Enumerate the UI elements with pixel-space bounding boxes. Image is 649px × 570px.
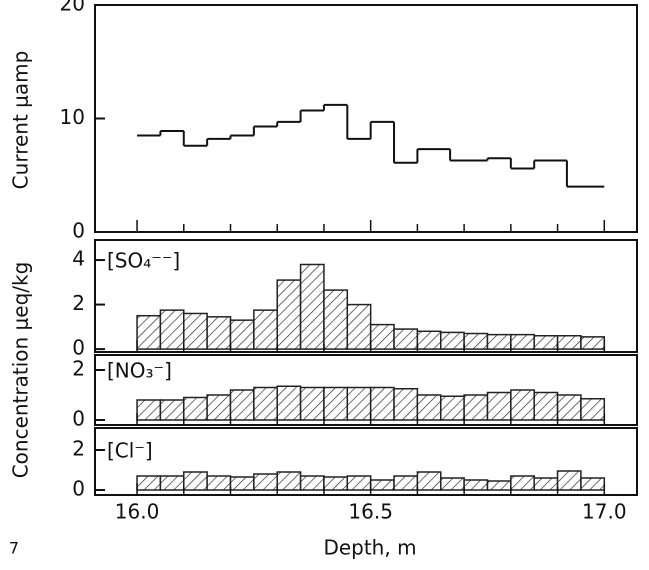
- bar: [533, 477, 559, 491]
- bar: [229, 319, 255, 350]
- bar: [229, 476, 255, 491]
- bar: [440, 331, 465, 350]
- bar: [136, 314, 162, 350]
- bar: [510, 389, 535, 421]
- bar: [580, 336, 606, 350]
- bar: [440, 395, 465, 421]
- bar: [229, 389, 255, 421]
- bar: [416, 471, 442, 491]
- x-axis-label: Depth, m: [323, 536, 416, 560]
- x-tick-label: 16.0: [115, 500, 160, 524]
- bar: [276, 471, 302, 491]
- bar: [253, 473, 278, 491]
- plot-frame: [94, 354, 638, 426]
- panel-label: [Cl⁻]: [107, 439, 153, 463]
- y-tick-label: 4: [72, 247, 85, 271]
- bar: [136, 475, 162, 491]
- bar: [486, 391, 512, 421]
- y-tick-label: 20: [60, 0, 85, 16]
- bar: [580, 477, 606, 491]
- figure-number: 7: [9, 539, 19, 558]
- bar: [206, 475, 232, 491]
- bar: [393, 388, 419, 421]
- plot-frame: [94, 239, 638, 353]
- bar: [206, 316, 232, 350]
- x-tick-label: 17.0: [582, 500, 627, 524]
- y-tick-label: 2: [72, 291, 85, 315]
- bar: [276, 279, 302, 350]
- bar: [369, 386, 395, 421]
- bar: [159, 475, 185, 491]
- bar: [299, 475, 325, 491]
- y-tick-label: 10: [60, 105, 85, 129]
- bar: [159, 309, 185, 350]
- y-tick-label: 2: [72, 357, 85, 381]
- bar: [253, 386, 278, 421]
- bar: [346, 475, 372, 491]
- bar: [323, 386, 349, 421]
- bar: [556, 470, 582, 491]
- bar: [416, 330, 442, 350]
- bar: [369, 479, 395, 491]
- bar: [136, 399, 162, 421]
- bar: [533, 334, 559, 350]
- bar: [556, 394, 582, 421]
- bar: [159, 399, 185, 421]
- bar: [323, 476, 349, 491]
- bar: [346, 303, 372, 350]
- y-tick-label: 0: [72, 219, 85, 243]
- bar: [486, 480, 512, 491]
- bar: [206, 394, 232, 421]
- bar: [253, 309, 278, 350]
- bar: [276, 385, 302, 421]
- y-tick-label: 0: [72, 477, 85, 501]
- bar: [510, 475, 535, 491]
- plot-frame: [94, 4, 638, 233]
- bar: [463, 332, 489, 350]
- bar: [533, 391, 559, 421]
- bar: [299, 263, 325, 350]
- bar: [510, 333, 535, 350]
- bar: [183, 396, 208, 421]
- bar: [580, 398, 606, 421]
- bar: [416, 394, 442, 421]
- y-axis-label: Current μamp: [9, 51, 33, 190]
- bar: [183, 471, 208, 491]
- bar: [299, 386, 325, 421]
- y-axis-label: Concentration μeq/kg: [9, 262, 33, 479]
- bar: [346, 386, 372, 421]
- bar: [393, 328, 419, 350]
- y-tick-label: 0: [72, 336, 85, 360]
- bar: [463, 394, 489, 421]
- panel-label: [NO₃⁻]: [107, 359, 172, 383]
- bar: [393, 475, 419, 491]
- y-tick-label: 2: [72, 437, 85, 461]
- panel-label: [SO₄⁻⁻]: [107, 249, 180, 273]
- bar: [369, 323, 395, 350]
- bar: [486, 333, 512, 350]
- bar: [463, 479, 489, 491]
- plot-frame: [94, 427, 638, 496]
- x-tick-label: 16.5: [348, 500, 393, 524]
- bar: [556, 334, 582, 350]
- bar: [183, 312, 208, 350]
- bar: [323, 289, 349, 350]
- bar: [440, 477, 465, 491]
- y-tick-label: 0: [72, 407, 85, 431]
